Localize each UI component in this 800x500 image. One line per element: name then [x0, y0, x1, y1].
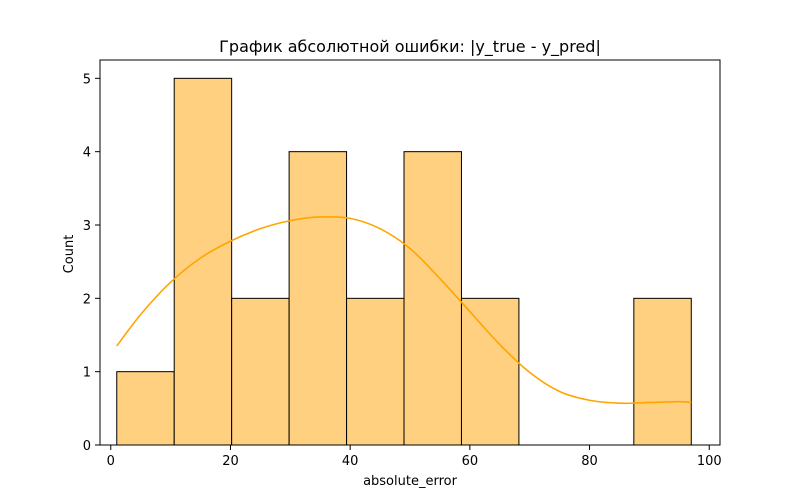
- x-tick-label: 40: [342, 454, 359, 469]
- y-tick-label: 5: [83, 72, 91, 87]
- y-axis-label: Count: [62, 235, 77, 274]
- histogram-bar-4: [346, 297, 405, 446]
- y-tick-label: 4: [83, 146, 91, 161]
- kde-line: [116, 215, 692, 405]
- plot-frame: [99, 59, 721, 446]
- y-tick-label: 0: [83, 439, 91, 454]
- chart-title: График абсолютной ошибки: |y_true - y_pr…: [219, 37, 601, 57]
- x-tick-label: 80: [581, 454, 598, 469]
- histogram-bar-0: [116, 371, 175, 446]
- y-tick-label: 2: [83, 292, 91, 307]
- x-tick-label: 20: [222, 454, 239, 469]
- histogram-bar-2: [231, 297, 290, 446]
- y-tick-label: 1: [83, 366, 91, 381]
- histogram-bar-3: [288, 151, 348, 446]
- histogram-bar-9: [633, 297, 692, 446]
- y-axis-ticks: 0 1 2 3 4 5: [83, 72, 100, 454]
- x-tick-label: 60: [462, 454, 479, 469]
- x-axis-label: absolute_error: [363, 474, 458, 489]
- x-tick-label: 0: [107, 454, 115, 469]
- histogram-bar-6: [460, 297, 520, 446]
- histogram-bar-1: [173, 77, 233, 446]
- histogram-bars: [116, 77, 692, 446]
- x-axis-ticks: 0 20 40 60 80 100: [107, 445, 722, 469]
- x-tick-label: 100: [697, 454, 722, 469]
- y-tick-label: 3: [83, 219, 91, 234]
- kde-curve-group: [116, 215, 692, 405]
- histogram-bar-5: [403, 151, 462, 446]
